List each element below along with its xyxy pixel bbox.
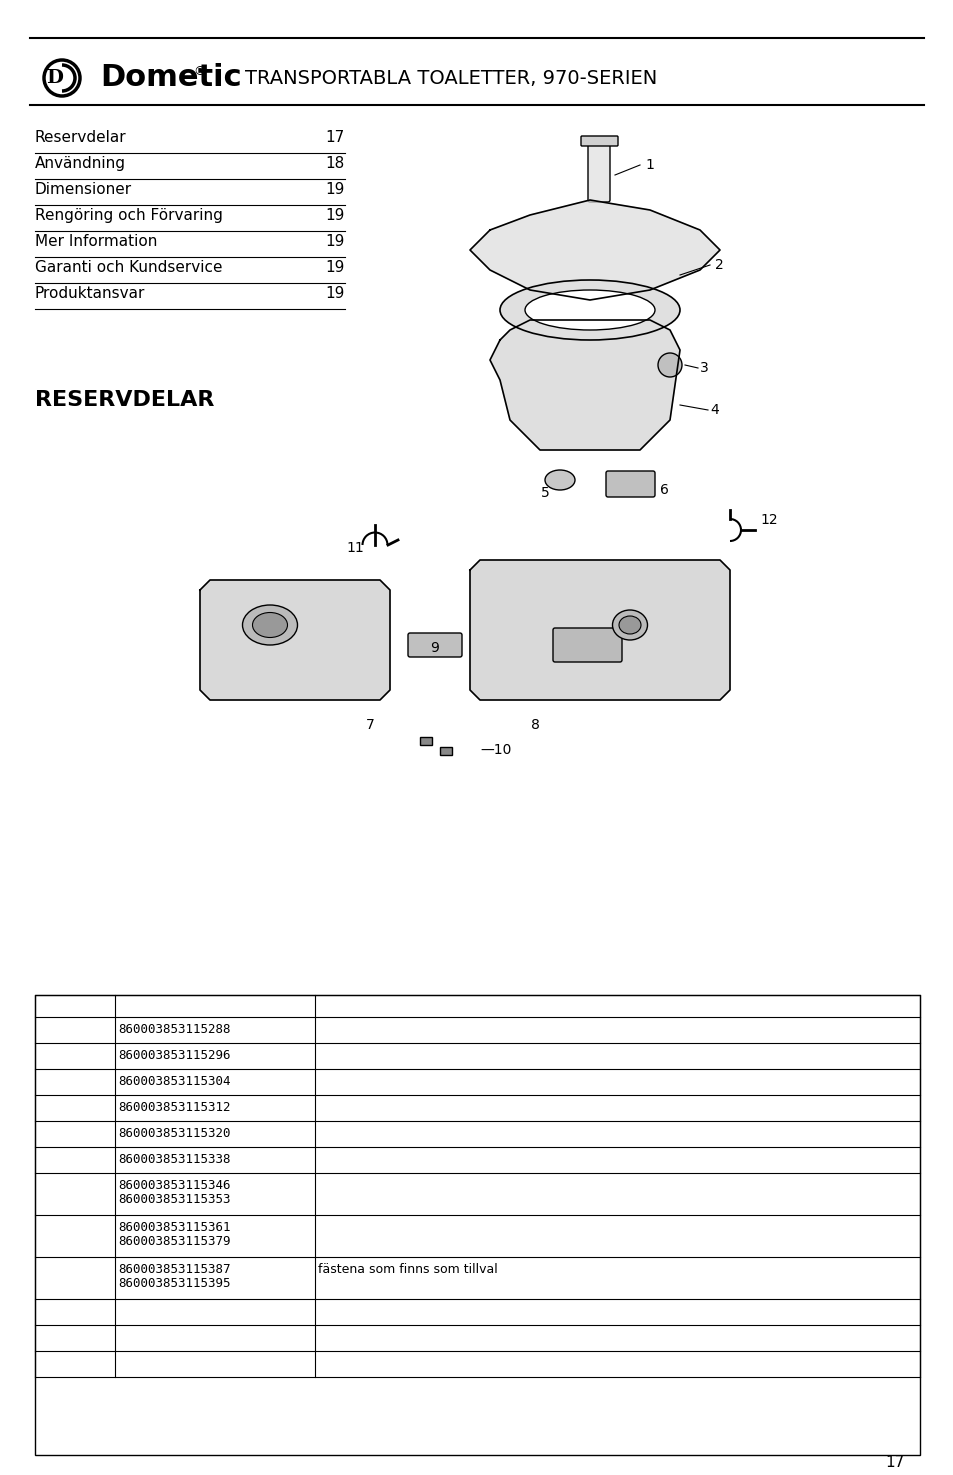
Text: D: D bbox=[47, 69, 64, 87]
Ellipse shape bbox=[524, 291, 655, 330]
Text: 860003853115379: 860003853115379 bbox=[118, 1235, 231, 1248]
Text: 19: 19 bbox=[325, 286, 345, 301]
Ellipse shape bbox=[253, 612, 287, 637]
Text: 17: 17 bbox=[884, 1454, 904, 1471]
Text: Dometic: Dometic bbox=[100, 63, 241, 93]
Ellipse shape bbox=[242, 605, 297, 645]
Circle shape bbox=[658, 353, 681, 378]
Ellipse shape bbox=[544, 471, 575, 490]
Text: 1: 1 bbox=[644, 158, 653, 173]
Text: Rengöring och Förvaring: Rengöring och Förvaring bbox=[35, 208, 223, 223]
Text: 3: 3 bbox=[700, 361, 708, 375]
Bar bbox=[419, 738, 432, 745]
Text: 860003853115304: 860003853115304 bbox=[118, 1075, 231, 1089]
Text: 19: 19 bbox=[325, 235, 345, 249]
Text: 860003853115312: 860003853115312 bbox=[118, 1100, 231, 1114]
Text: 860003853115338: 860003853115338 bbox=[118, 1153, 231, 1167]
Text: 6: 6 bbox=[659, 482, 668, 497]
Bar bbox=[439, 746, 452, 755]
Text: 11: 11 bbox=[346, 541, 363, 555]
Polygon shape bbox=[470, 560, 729, 701]
FancyBboxPatch shape bbox=[553, 628, 621, 662]
Text: 5: 5 bbox=[540, 485, 549, 500]
Ellipse shape bbox=[618, 617, 640, 634]
Text: 860003853115288: 860003853115288 bbox=[118, 1024, 231, 1035]
Text: TRANSPORTABLA TOALETTER, 970-SERIEN: TRANSPORTABLA TOALETTER, 970-SERIEN bbox=[245, 68, 657, 87]
Text: Reservdelar: Reservdelar bbox=[35, 130, 127, 145]
Text: 860003853115296: 860003853115296 bbox=[118, 1049, 231, 1062]
Text: 860003853115395: 860003853115395 bbox=[118, 1277, 231, 1291]
Text: Dimensioner: Dimensioner bbox=[35, 181, 132, 198]
Text: Mer Information: Mer Information bbox=[35, 235, 157, 249]
Text: 4: 4 bbox=[709, 403, 718, 417]
Text: fästena som finns som tillval: fästena som finns som tillval bbox=[317, 1263, 497, 1276]
Text: 12: 12 bbox=[760, 513, 777, 527]
Polygon shape bbox=[490, 320, 679, 450]
Text: ®: ® bbox=[193, 65, 205, 78]
Text: RESERVDELAR: RESERVDELAR bbox=[35, 389, 214, 410]
Ellipse shape bbox=[499, 280, 679, 341]
Text: 8: 8 bbox=[530, 718, 538, 732]
FancyBboxPatch shape bbox=[408, 633, 461, 656]
Text: 7: 7 bbox=[365, 718, 374, 732]
Text: 9: 9 bbox=[430, 642, 439, 655]
Text: 860003853115353: 860003853115353 bbox=[118, 1193, 231, 1207]
Text: 2: 2 bbox=[714, 258, 723, 271]
Text: 19: 19 bbox=[325, 181, 345, 198]
Text: 860003853115361: 860003853115361 bbox=[118, 1221, 231, 1235]
Polygon shape bbox=[470, 201, 720, 299]
Polygon shape bbox=[200, 580, 390, 701]
Text: 19: 19 bbox=[325, 208, 345, 223]
Text: Produktansvar: Produktansvar bbox=[35, 286, 145, 301]
Text: 18: 18 bbox=[325, 156, 345, 171]
Text: Garanti och Kundservice: Garanti och Kundservice bbox=[35, 260, 222, 274]
Ellipse shape bbox=[612, 611, 647, 640]
Bar bbox=[35, 996, 919, 1454]
Text: 17: 17 bbox=[325, 130, 345, 145]
FancyBboxPatch shape bbox=[587, 143, 609, 202]
Text: 860003853115320: 860003853115320 bbox=[118, 1127, 231, 1140]
Text: 19: 19 bbox=[325, 260, 345, 274]
Text: 860003853115387: 860003853115387 bbox=[118, 1263, 231, 1276]
FancyBboxPatch shape bbox=[605, 471, 655, 497]
Text: 860003853115346: 860003853115346 bbox=[118, 1179, 231, 1192]
Text: —10: —10 bbox=[479, 743, 511, 757]
FancyBboxPatch shape bbox=[580, 136, 618, 146]
Text: Användning: Användning bbox=[35, 156, 126, 171]
